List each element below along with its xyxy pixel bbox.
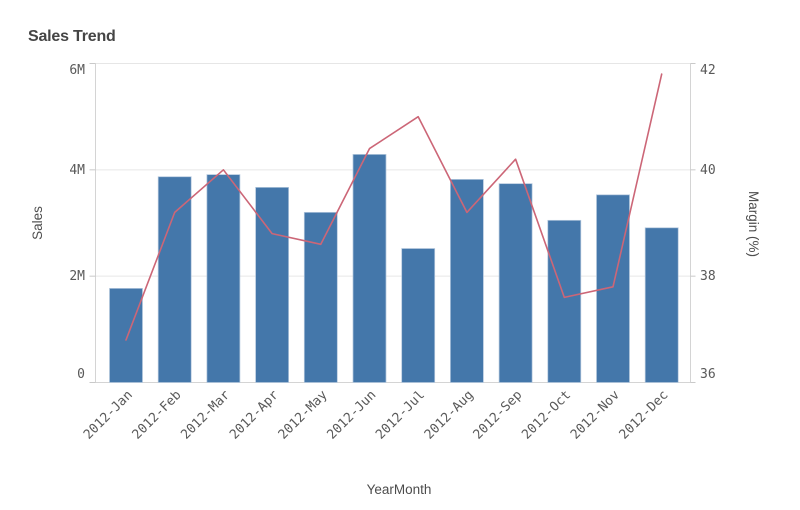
x-axis-title: YearMonth: [367, 482, 432, 497]
right-axis-title: Margin (%): [746, 191, 761, 257]
x-tick-label-2012-Sep: 2012-Sep: [471, 388, 526, 443]
bar-2012-Dec[interactable]: [644, 227, 679, 383]
x-tick-label-2012-Oct: 2012-Oct: [519, 388, 574, 443]
right-axis-tick-label: 40: [700, 163, 716, 178]
x-tick-label-2012-Mar: 2012-Mar: [178, 388, 233, 443]
left-axis-tick-labels: 0 2M 4M 6M: [69, 63, 85, 382]
bar-2012-Apr[interactable]: [255, 187, 289, 383]
margin-line[interactable]: [125, 73, 663, 341]
bar-2012-Aug[interactable]: [450, 179, 484, 383]
x-tick-label-2012-Apr: 2012-Apr: [227, 388, 282, 443]
x-tick-label-2012-Jun: 2012-Jun: [324, 388, 379, 443]
bar-2012-Jul[interactable]: [401, 248, 436, 383]
x-tick-label-2012-Jul: 2012-Jul: [373, 388, 428, 443]
sales-bars-series: [109, 154, 679, 383]
left-axis-tick-label: 4M: [69, 163, 85, 178]
gridlines: [95, 63, 691, 383]
axis-lines: [89, 63, 696, 383]
chart-title: Sales Trend: [28, 28, 116, 45]
right-axis-tick-label: 36: [700, 367, 716, 382]
right-axis-tick-label: 38: [700, 269, 716, 284]
margin-line-series: [125, 73, 663, 341]
bar-2012-Sep[interactable]: [498, 183, 533, 383]
right-axis-tick-labels: 36 38 40 42: [700, 63, 716, 382]
bar-2012-Mar[interactable]: [206, 174, 241, 383]
x-tick-label-2012-Aug: 2012-Aug: [422, 388, 477, 443]
bar-2012-Jan[interactable]: [109, 288, 143, 383]
bar-2012-Oct[interactable]: [547, 219, 582, 383]
x-tick-label-2012-Feb: 2012-Feb: [130, 388, 185, 443]
x-tick-label-2012-Jan: 2012-Jan: [81, 388, 136, 443]
bar-2012-May[interactable]: [303, 211, 338, 383]
x-axis-tick-labels: 2012-Jan2012-Feb2012-Mar2012-Apr2012-May…: [81, 388, 672, 443]
left-axis-tick-label: 0: [77, 367, 85, 382]
right-axis-tick-label: 42: [700, 63, 716, 78]
bar-2012-Feb[interactable]: [157, 176, 192, 383]
x-tick-label-2012-Nov: 2012-Nov: [568, 388, 623, 443]
left-axis-tick-label: 2M: [69, 269, 85, 284]
bar-2012-Jun[interactable]: [352, 154, 387, 383]
x-tick-label-2012-May: 2012-May: [276, 388, 331, 443]
x-tick-label-2012-Dec: 2012-Dec: [617, 388, 672, 443]
left-axis-title: Sales: [30, 206, 45, 240]
left-axis-tick-label: 6M: [69, 63, 85, 78]
